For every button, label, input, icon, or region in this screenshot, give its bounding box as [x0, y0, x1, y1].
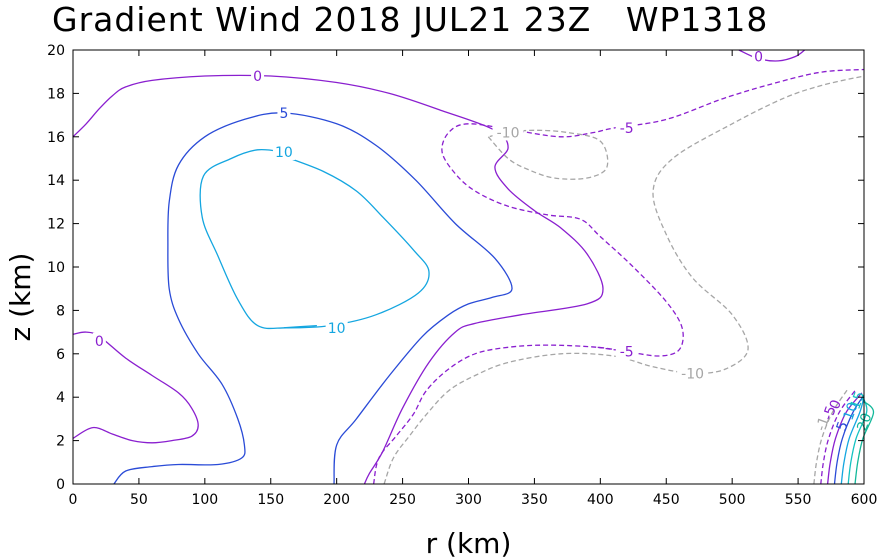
x-tick-label: 550	[785, 492, 812, 508]
contour-line	[72, 331, 199, 444]
y-tick-label: 16	[47, 130, 65, 146]
chart-title: Gradient Wind 2018 JUL21 23Z WP1318	[52, 0, 769, 39]
contour-label-bg	[277, 104, 291, 121]
contour-label-bg	[272, 143, 295, 160]
contour-lines	[72, 49, 875, 485]
contour-label-bg	[752, 48, 766, 65]
y-tick-label: 14	[47, 173, 65, 189]
x-tick-label: 500	[719, 492, 746, 508]
x-tick-label: 300	[455, 492, 482, 508]
contour-label: -5	[620, 345, 634, 361]
x-tick-label: 450	[653, 492, 680, 508]
edge-contour-line	[833, 394, 865, 485]
x-tick-label: 100	[191, 492, 218, 508]
y-tick-label: 0	[56, 477, 65, 493]
contour-label-bg	[615, 343, 638, 360]
x-tick-label: 400	[587, 492, 614, 508]
edge-contour-line	[854, 401, 875, 485]
y-tick-label: 12	[47, 217, 65, 233]
y-tick-label: 4	[56, 390, 65, 406]
contour-label-bg	[325, 319, 348, 336]
contour-label-bg	[92, 332, 106, 349]
y-tick-label: 10	[47, 260, 65, 276]
y-tick-label: 2	[56, 434, 65, 450]
contour-label: 0	[754, 50, 763, 66]
contour-label-bg	[492, 124, 524, 141]
plot-frame	[72, 49, 865, 485]
contour-line	[283, 324, 317, 329]
contour-label: -10	[497, 125, 520, 141]
contour-line	[199, 148, 430, 330]
contour-label-bg	[677, 365, 709, 382]
contour-line	[738, 49, 806, 62]
x-axis-ticks: 0 50 100 150 200 250 300 350 400 450 500 550 600	[69, 50, 878, 508]
y-axis-label: z (km)	[4, 253, 37, 342]
contour-label: 0	[95, 334, 104, 350]
x-tick-label: 250	[389, 492, 416, 508]
edge-contour-line	[820, 390, 856, 485]
x-axis-label: r (km)	[426, 527, 512, 560]
y-tick-label: 20	[47, 43, 65, 59]
x-tick-label: 350	[521, 492, 548, 508]
edge-contour-label: 15	[847, 389, 868, 411]
edge-contour-label: -1	[813, 415, 833, 434]
edge-contour-line	[826, 392, 863, 485]
contour-label: 0	[253, 69, 262, 85]
y-tick-label: 6	[56, 347, 65, 363]
y-tick-label: 18	[47, 86, 65, 102]
x-tick-label: 600	[851, 492, 878, 508]
x-tick-label: 200	[323, 492, 350, 508]
x-tick-label: 0	[69, 492, 78, 508]
edge-contour-line	[847, 399, 868, 485]
contour-label-bg	[251, 68, 265, 85]
contour-label: 10	[328, 321, 346, 337]
contour-label: 5	[279, 106, 288, 122]
contour-label-bg	[615, 120, 638, 137]
x-tick-label: 50	[130, 492, 148, 508]
edge-contour-line	[840, 397, 865, 485]
contour-line	[372, 68, 865, 485]
contour-line	[72, 74, 604, 485]
y-tick-label: 8	[56, 303, 65, 319]
y-axis-ticks: 0 2 4 6 8 10 12 14 16 18 20	[47, 43, 864, 493]
contour-line	[113, 112, 513, 485]
edge-contour-line	[813, 388, 849, 485]
contour-label: 10	[275, 145, 293, 161]
edge-contour-label: 10	[841, 400, 862, 422]
contour-line	[383, 75, 865, 485]
contour-label: -10	[681, 366, 704, 382]
edge-contour-label: -5	[820, 404, 840, 423]
x-tick-label: 150	[257, 492, 284, 508]
edge-contour-label: 20	[854, 411, 875, 433]
contour-line	[487, 129, 609, 180]
contour-label: -5	[620, 121, 634, 137]
